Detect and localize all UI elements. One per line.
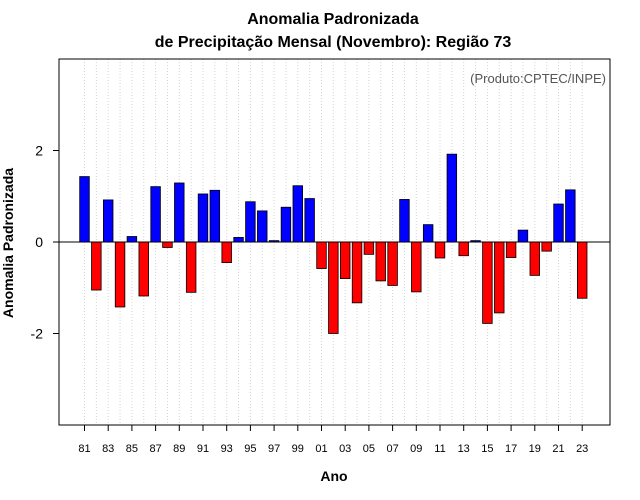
bar-2015: [482, 241, 493, 324]
bar-2004: [351, 241, 363, 304]
bar-1987: [150, 186, 161, 243]
x-tick-label: 17: [505, 443, 517, 455]
x-tick-label: 07: [386, 443, 398, 455]
bar-2023: [577, 241, 588, 299]
x-tick-label: 85: [126, 443, 138, 455]
bar-2005: [363, 241, 375, 255]
bar-1984: [114, 241, 126, 308]
bar-1989: [174, 182, 185, 243]
bar-2019: [529, 241, 541, 276]
bar-2009: [411, 241, 422, 293]
x-tick-label: 09: [410, 443, 422, 455]
bar-2008: [399, 199, 410, 243]
x-tick-label: 95: [244, 443, 256, 455]
bar-2003: [339, 241, 351, 279]
bar-2017: [505, 241, 517, 258]
x-tick-label: 97: [268, 443, 280, 455]
bar-series: [79, 153, 588, 334]
bar-1986: [138, 241, 149, 297]
bar-1991: [197, 193, 209, 243]
x-axis-title: Ano: [320, 468, 347, 484]
x-tick-label: 11: [434, 443, 445, 455]
bar-1981: [79, 176, 90, 243]
bar-1982: [91, 241, 102, 291]
bar-2022: [565, 189, 576, 243]
x-tick-label: 01: [315, 443, 327, 455]
bar-1994: [233, 237, 244, 243]
y-tick-label: 0: [35, 234, 43, 250]
x-tick-label: 81: [78, 443, 90, 455]
x-tick-label: 87: [149, 443, 161, 455]
bar-2016: [494, 241, 505, 314]
x-tick-label: 89: [173, 443, 185, 455]
y-axis-title: Anomalia Padronizada: [0, 168, 16, 318]
x-tick-label: 03: [339, 443, 351, 455]
credit-label: (Produto:CPTEC/INPE): [470, 71, 606, 86]
x-tick-label: 19: [529, 443, 541, 455]
bar-2012: [446, 153, 458, 243]
bar-2002: [328, 241, 339, 334]
bar-2006: [375, 241, 386, 282]
bar-1999: [292, 185, 304, 243]
bar-1992: [209, 189, 221, 243]
bar-2010: [422, 224, 434, 243]
bar-1993: [221, 241, 232, 263]
x-tick-label: 93: [221, 443, 233, 455]
bar-2020: [541, 241, 552, 252]
x-tick-label: 05: [363, 443, 375, 455]
bar-1995: [245, 201, 256, 243]
x-tick-label: 91: [197, 443, 209, 455]
bar-2011: [434, 241, 446, 259]
bar-1998: [280, 206, 292, 243]
x-tick-label: 23: [576, 443, 588, 455]
bar-2013: [458, 241, 469, 257]
bar-2021: [553, 203, 564, 243]
bar-2000: [304, 198, 315, 243]
x-tick-label: 99: [292, 443, 304, 455]
bar-1988: [162, 241, 173, 248]
y-tick-label: -2: [31, 326, 44, 342]
bar-1990: [185, 241, 197, 293]
y-axis: -2 0 2: [31, 143, 59, 342]
y-tick-label: 2: [35, 143, 43, 159]
x-tick-label: 83: [102, 443, 114, 455]
bar-1983: [103, 199, 114, 243]
x-axis: 81 83 85 87 89 91 93 95 97 99 01 03 05 07 09 11 13 15 17 19…: [78, 425, 588, 455]
bar-2018: [517, 229, 529, 243]
x-tick-label: 15: [481, 443, 493, 455]
bar-2007: [387, 241, 398, 286]
x-tick-label: 13: [458, 443, 470, 455]
bar-2001: [316, 241, 327, 269]
bar-1996: [257, 210, 268, 243]
chart-subtitle: de Precipitação Mensal (Novembro): Regiã…: [155, 34, 512, 51]
chart-title: Anomalia Padronizada: [247, 11, 419, 28]
x-tick-label: 21: [552, 443, 564, 455]
bar-1985: [126, 236, 138, 243]
